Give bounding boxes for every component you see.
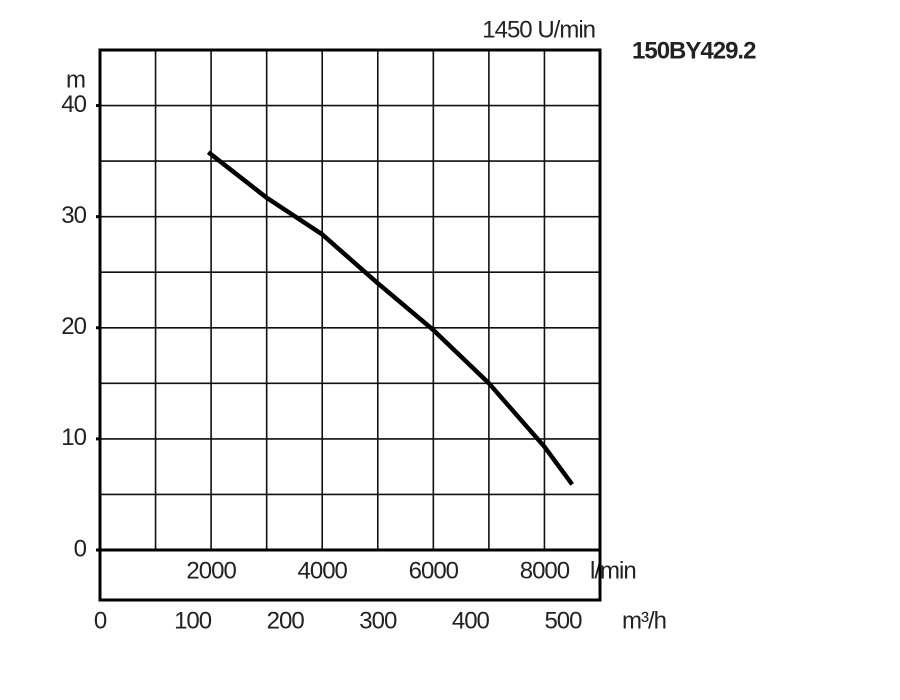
x2-tick-label: 100: [174, 607, 212, 634]
x-axis-label: l/min: [590, 557, 636, 584]
y-tick-label: 40: [61, 91, 86, 118]
x2-tick-label: 400: [452, 607, 490, 634]
x2-tick-label: 0: [94, 607, 107, 634]
x2-tick-label: 500: [544, 607, 582, 634]
plot-frame: [98, 48, 602, 602]
y-tick-label: 0: [74, 535, 87, 562]
y-tick-label: 20: [61, 313, 86, 340]
x2-tick-label: 300: [359, 607, 397, 634]
pump-curve: [206, 150, 575, 486]
x-tick-label: 4000: [298, 557, 348, 584]
y-tick-label: 30: [61, 202, 86, 229]
y-axis-label: m: [66, 66, 85, 93]
x-tick-label: 6000: [409, 557, 459, 584]
x-tick-label: 2000: [186, 557, 236, 584]
x2-axis-label: m³/h: [622, 607, 666, 634]
chart-title: 150BY429.2: [632, 37, 756, 64]
x-tick-label: 8000: [520, 557, 570, 584]
x2-tick-label: 200: [267, 607, 305, 634]
chart-subtitle: 1450 U/min: [482, 16, 595, 43]
y-tick-label: 10: [61, 424, 86, 451]
